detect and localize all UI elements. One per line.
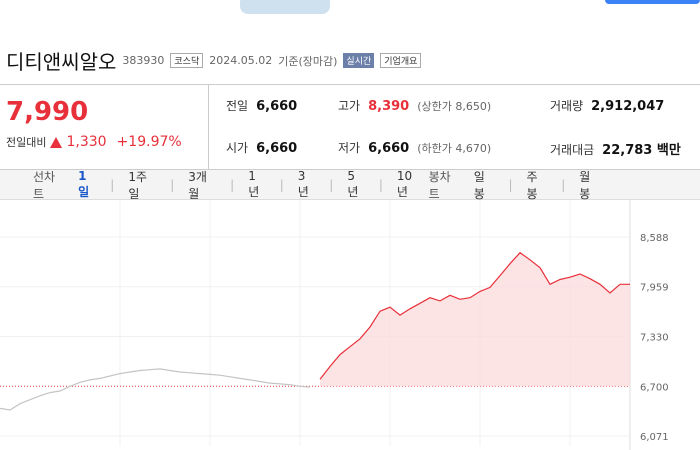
line bbox=[0, 368, 311, 411]
y-tick-label: 7,330 bbox=[640, 332, 669, 343]
overview[interactable]: 기업개요 bbox=[380, 53, 422, 68]
price-box: 7,990 전일대비 1,330 +19.97% bbox=[0, 85, 209, 169]
stat-label: 저가 bbox=[338, 141, 361, 155]
separator: | bbox=[279, 177, 284, 192]
stat-value: 6,660 bbox=[256, 141, 298, 156]
stat-note: (상한가 8,650) bbox=[417, 100, 492, 113]
stat-label: 고가 bbox=[338, 99, 361, 113]
stat-label: 전일 bbox=[226, 99, 249, 113]
tab[interactable]: 3개월 bbox=[188, 169, 207, 201]
stat-cell: 고가 8,390 (상한가 8,650) bbox=[338, 97, 491, 114]
tab[interactable]: 월봉 bbox=[579, 169, 591, 201]
y-tick-label: 6,071 bbox=[640, 432, 669, 443]
separator: | bbox=[508, 177, 513, 192]
stat-value: 6,660 bbox=[368, 141, 410, 156]
stat-cell: 시가 6,660 bbox=[226, 139, 297, 156]
banner-image bbox=[240, 0, 330, 14]
separator: | bbox=[110, 177, 115, 192]
stat-cell: 저가 6,660 (하한가 4,670) bbox=[338, 139, 491, 156]
tab[interactable]: 5년 bbox=[347, 169, 359, 199]
tab[interactable]: 3년 bbox=[297, 169, 309, 199]
stat-label: 시가 bbox=[226, 141, 249, 155]
stat-cell: 거래량 2,912,047 bbox=[550, 97, 664, 114]
stock-name: 디티앤씨알오 bbox=[6, 50, 117, 74]
stat-cell: 전일 6,660 bbox=[226, 97, 297, 114]
stat-cell: 거래대금 22,783 백만 bbox=[550, 139, 681, 158]
y-tick-label: 8,588 bbox=[640, 233, 669, 244]
quote: 7,990 전일대비 1,330 +19.97% 전일 6,660 고가 8,390 (상한… bbox=[0, 84, 700, 170]
tab-label: 선차트 bbox=[33, 169, 56, 201]
line bbox=[319, 251, 630, 380]
banner-button[interactable] bbox=[605, 0, 700, 4]
header: 디티앤씨알오 383930 코스닥 2024.05.02 기준(장마감) 실시간… bbox=[6, 46, 422, 75]
basis: 기준(장마감) bbox=[278, 54, 338, 68]
area bbox=[320, 252, 630, 387]
separator: | bbox=[329, 177, 334, 192]
tab[interactable]: 1년 bbox=[248, 169, 260, 199]
change-label: 전일대비 bbox=[6, 136, 47, 149]
tab[interactable]: 1주일 bbox=[128, 169, 147, 201]
tab-label: 봉차트 bbox=[428, 169, 451, 201]
stat-value: 2,912,047 bbox=[591, 99, 665, 114]
tab[interactable]: 10년 bbox=[396, 169, 413, 199]
stat-label: 거래량 bbox=[550, 99, 584, 113]
date: 2024.05.02 bbox=[209, 54, 273, 67]
separator: | bbox=[230, 177, 235, 192]
separator: | bbox=[170, 177, 175, 192]
price: 7,990 bbox=[6, 97, 89, 127]
separator: | bbox=[561, 177, 566, 192]
realtime[interactable]: 실시간 bbox=[343, 53, 375, 68]
stock-code: 383930 bbox=[122, 54, 165, 67]
tab[interactable]: 주봉 bbox=[526, 169, 538, 201]
stat-note: (하한가 4,670) bbox=[417, 142, 492, 155]
market: 코스닥 bbox=[170, 53, 204, 68]
stat-value: 22,783 백만 bbox=[602, 143, 681, 158]
change-rate: +19.97% bbox=[116, 134, 182, 150]
change: 전일대비 1,330 +19.97% bbox=[6, 134, 182, 150]
separator: | bbox=[378, 177, 383, 192]
tab[interactable]: 일봉 bbox=[473, 169, 485, 201]
change-value: 1,330 bbox=[66, 134, 107, 150]
chart: 8,588 7,959 7,330 6,700 6,071 bbox=[0, 200, 669, 450]
tab[interactable]: 1일 bbox=[78, 169, 90, 199]
y-tick-label: 7,959 bbox=[640, 283, 669, 294]
stat-label: 거래대금 bbox=[550, 143, 595, 157]
tabs: 선차트 1일 | 1주일 | 3개월 | 1년 | 3년 | 5년 | 10년 봉차트 일봉 | 주봉 | 월봉 bbox=[0, 169, 700, 201]
stat-value: 6,660 bbox=[256, 99, 298, 114]
up-icon bbox=[50, 136, 63, 148]
stat-value: 8,390 bbox=[368, 99, 410, 114]
y-tick-label: 6,700 bbox=[640, 382, 669, 393]
